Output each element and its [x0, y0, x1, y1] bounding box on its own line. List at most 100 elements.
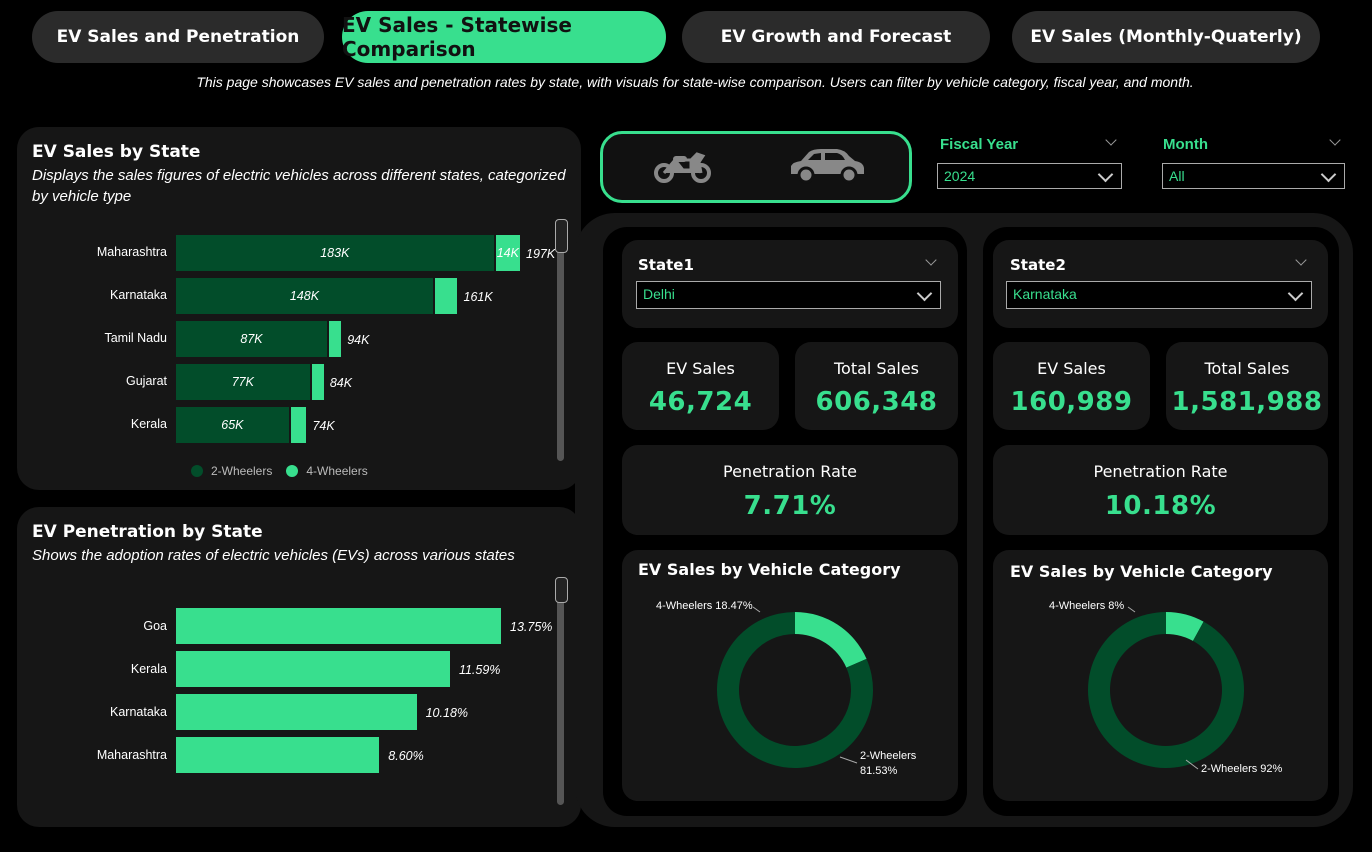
- card-value: 606,348: [815, 387, 938, 417]
- panel-description: Displays the sales figures of electric v…: [32, 167, 566, 205]
- month-value: All: [1169, 168, 1185, 184]
- bar-value-label: 77K: [231, 375, 254, 389]
- panel-title: EV Sales by State: [32, 142, 201, 162]
- state-label: Goa: [143, 619, 167, 633]
- leader-line-2w: [839, 756, 858, 764]
- scrollbar[interactable]: [555, 219, 568, 461]
- state1-slicer-card: State1 Delhi: [622, 240, 958, 328]
- chevron-down-icon: [1287, 285, 1304, 302]
- legend-dot-2w: [191, 465, 203, 477]
- scrollbar-thumb[interactable]: [555, 577, 568, 603]
- card-title: Penetration Rate: [723, 462, 857, 481]
- donut-slice-4-wheelers[interactable]: [795, 612, 867, 668]
- ev-penetration-by-state-panel: EV Penetration by State Shows the adopti…: [17, 507, 581, 827]
- state-label: Kerala: [130, 417, 167, 431]
- donut-title: EV Sales by Vehicle Category: [638, 560, 901, 579]
- card-value: 7.71%: [743, 491, 837, 521]
- tab-statewise-comparison[interactable]: EV Sales - Statewise Comparison: [342, 11, 666, 63]
- donut-title: EV Sales by Vehicle Category: [1010, 562, 1273, 581]
- donut-label-2w-name: 2-Wheelers: [860, 750, 917, 762]
- bar-value-label: 65K: [221, 418, 244, 432]
- chevron-down-icon[interactable]: [1295, 254, 1307, 266]
- card-value: 46,724: [648, 387, 753, 417]
- bar-value-label: 10.18%: [425, 706, 469, 720]
- bar-value-label: 14K: [496, 246, 519, 260]
- page-subtitle: This page showcases EV sales and penetra…: [196, 74, 1194, 90]
- bar-4-wheelers: [434, 278, 458, 314]
- card-value: 160,989: [1010, 387, 1133, 417]
- state2-total-sales-card: Total Sales 1,581,988: [1166, 342, 1328, 430]
- state1-total-sales-card: Total Sales 606,348: [795, 342, 958, 430]
- leader-line-2w: [1185, 759, 1199, 770]
- card-value: 10.18%: [1104, 491, 1217, 521]
- state-label: Karnataka: [110, 288, 167, 302]
- donut-label-2w: 2-Wheelers 92%: [1201, 763, 1283, 775]
- fiscal-year-value: 2024: [944, 168, 976, 184]
- card-title: Total Sales: [833, 359, 920, 378]
- scrollbar-thumb[interactable]: [555, 219, 568, 253]
- month-dropdown[interactable]: All: [1162, 163, 1345, 189]
- bar-value-label: 87K: [240, 332, 263, 346]
- state-label: Kerala: [130, 662, 167, 676]
- chevron-down-icon[interactable]: [1329, 134, 1341, 146]
- ev-sales-by-state-panel: EV Sales by State Displays the sales fig…: [17, 127, 581, 490]
- fiscal-year-dropdown[interactable]: 2024: [937, 163, 1122, 189]
- chevron-down-icon[interactable]: [925, 254, 937, 266]
- legend-dot-4w: [286, 465, 299, 477]
- state2-ev-sales-card: EV Sales 160,989: [993, 342, 1150, 430]
- penetration-bar: [176, 694, 417, 730]
- state1-penetration-card: Penetration Rate 7.71%: [622, 445, 958, 535]
- vehicle-category-slicer: [600, 131, 912, 203]
- state2-penetration-card: Penetration Rate 10.18%: [993, 445, 1328, 535]
- donut-label-4w: 4-Wheelers 8%: [1049, 600, 1125, 612]
- state1-ev-sales-card: EV Sales 46,724: [622, 342, 779, 430]
- bar-4-wheelers: [495, 235, 520, 271]
- state1-label: State1: [638, 256, 694, 274]
- state1-donut-card: EV Sales by Vehicle Category 4-Wheelers …: [622, 550, 958, 801]
- month-label: Month: [1163, 136, 1208, 153]
- bar-4-wheelers: [329, 321, 342, 357]
- bar-total-label: 84K: [329, 376, 353, 390]
- bar-value-label: 8.60%: [388, 749, 424, 763]
- bar-value-label: 13.75%: [510, 620, 553, 634]
- legend-2-wheelers: 2-Wheelers: [211, 464, 273, 478]
- penetration-bar: [176, 737, 380, 773]
- legend-4-wheelers: 4-Wheelers: [306, 464, 368, 478]
- donut-label-4w: 4-Wheelers 18.47%: [656, 600, 753, 612]
- bar-value-label: 183K: [320, 246, 350, 260]
- scrollbar[interactable]: [555, 577, 568, 805]
- card-title: Penetration Rate: [1093, 462, 1228, 481]
- chevron-down-icon: [916, 285, 933, 302]
- bar-value-label: 148K: [289, 289, 320, 303]
- bar-2-wheelers: [176, 235, 494, 271]
- panel-title: EV Penetration by State: [32, 522, 263, 542]
- state-label: Tamil Nadu: [104, 331, 167, 345]
- chevron-down-icon: [1320, 166, 1337, 183]
- bar-2-wheelers: [176, 278, 433, 314]
- tab-ev-sales-monthly[interactable]: EV Sales (Monthly-Quaterly): [1012, 11, 1320, 63]
- donut-slice-4-wheelers[interactable]: [1166, 612, 1204, 641]
- chevron-down-icon[interactable]: [1105, 134, 1117, 146]
- chart-legend: 2-Wheelers 4-Wheelers: [191, 464, 368, 478]
- card-value: 1,581,988: [1171, 387, 1323, 417]
- tab-ev-sales-penetration[interactable]: EV Sales and Penetration: [32, 11, 324, 63]
- motorcycle-icon[interactable]: [653, 148, 713, 184]
- state2-donut-card: EV Sales by Vehicle Category 4-Wheelers …: [993, 550, 1328, 801]
- state1-dropdown[interactable]: Delhi: [636, 281, 941, 309]
- bar-total-label: 197K: [526, 247, 556, 261]
- sales-bar-chart: Maharashtra 183K 14K 197K Karnataka 148K 161K T…: [17, 227, 557, 452]
- donut-label-2w-value: 81.53%: [860, 765, 898, 777]
- state2-label: State2: [1010, 256, 1066, 274]
- card-title: EV Sales: [1037, 359, 1106, 378]
- fiscal-year-label: Fiscal Year: [940, 136, 1019, 153]
- tab-ev-growth-forecast[interactable]: EV Growth and Forecast: [682, 11, 990, 63]
- card-title: EV Sales: [666, 359, 735, 378]
- state-label: Gujarat: [126, 374, 167, 388]
- car-icon[interactable]: [787, 146, 867, 186]
- bar-4-wheelers: [290, 407, 307, 443]
- card-title: Total Sales: [1204, 359, 1290, 378]
- state2-dropdown[interactable]: Karnataka: [1006, 281, 1312, 309]
- leader-line-4w: [1127, 606, 1136, 613]
- donut-slice-2-wheelers[interactable]: [1088, 612, 1244, 768]
- penetration-bar: [176, 651, 450, 687]
